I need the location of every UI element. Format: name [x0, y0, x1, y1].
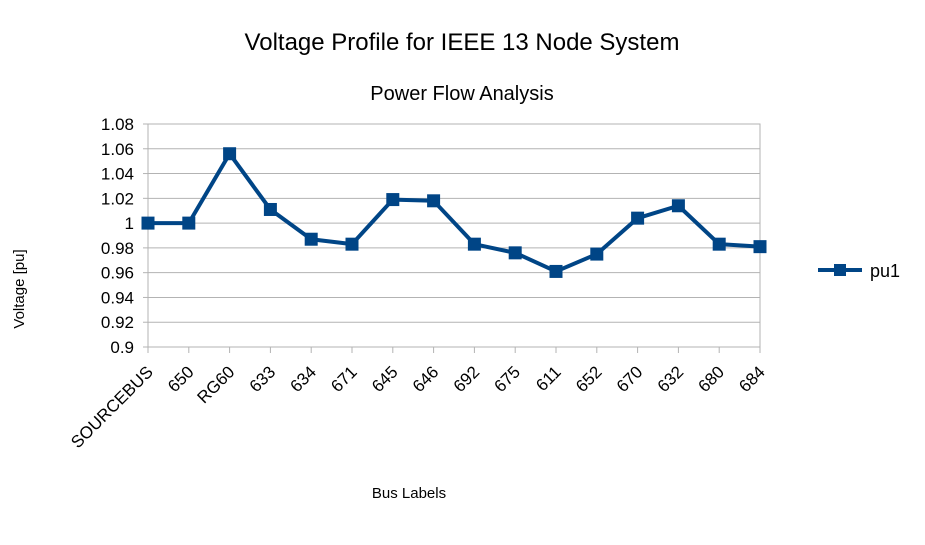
y-tick-label: 0.94	[101, 288, 134, 307]
grid	[147, 123, 761, 348]
y-tick-label: 1.08	[101, 115, 134, 134]
y-tick-label: 1.04	[101, 165, 134, 184]
plot-border	[147, 123, 761, 348]
x-tick-label: 652	[572, 362, 605, 395]
data-point	[508, 246, 522, 260]
y-tick-label: 1.02	[101, 189, 134, 208]
x-tick-label: 611	[532, 362, 565, 395]
data-point	[141, 216, 155, 230]
x-tick-label: 670	[613, 362, 646, 395]
x-tick-label: 645	[368, 362, 401, 395]
data-point	[386, 193, 400, 207]
x-tick-label: 680	[695, 362, 728, 395]
x-axis-label: Bus Labels	[372, 485, 446, 502]
legend-label: pu1	[870, 261, 900, 281]
y-tick-label: 1.06	[101, 140, 134, 159]
chart-subtitle: Power Flow Analysis	[370, 83, 553, 105]
data-point	[223, 147, 237, 161]
legend-marker	[834, 264, 846, 276]
x-tick-label: SOURCEBUS	[67, 362, 157, 452]
y-tick-label: 0.92	[101, 313, 134, 332]
legend: pu1	[818, 261, 900, 281]
x-tick-label: 692	[450, 362, 483, 395]
chart-title: Voltage Profile for IEEE 13 Node System	[245, 29, 680, 56]
y-axis: 0.9 0.92 0.94 0.96 0.98 1 1.02 1.04 1.06 1.08	[101, 115, 148, 357]
data-point	[712, 237, 726, 251]
x-tick-label: 632	[654, 362, 687, 395]
data-point	[427, 194, 441, 208]
data-point	[182, 216, 196, 230]
data-point	[263, 202, 277, 216]
data-point	[753, 240, 767, 254]
data-point	[590, 247, 604, 261]
data-point	[671, 199, 685, 213]
y-tick-label: 0.96	[101, 264, 134, 283]
x-tick-label: 684	[735, 362, 768, 395]
data-point	[631, 211, 645, 225]
y-axis-label: Voltage [pu]	[11, 249, 28, 328]
y-tick-label: 1	[125, 214, 134, 233]
x-tick-label: 646	[409, 362, 442, 395]
x-tick-label: 675	[491, 362, 524, 395]
data-point	[345, 237, 359, 251]
data-point	[467, 237, 481, 251]
x-tick-label: 634	[287, 362, 320, 395]
plot-area	[141, 147, 767, 278]
data-point	[549, 264, 563, 278]
x-tick-label: 671	[327, 362, 360, 395]
series-line-pu1	[148, 151, 761, 274]
x-tick-label: RG60	[194, 362, 239, 407]
data-point	[304, 232, 318, 246]
x-tick-label: 633	[246, 362, 279, 395]
y-tick-label: 0.98	[101, 239, 134, 258]
y-tick-label: 0.9	[110, 338, 134, 357]
x-tick-label: 650	[164, 362, 197, 395]
